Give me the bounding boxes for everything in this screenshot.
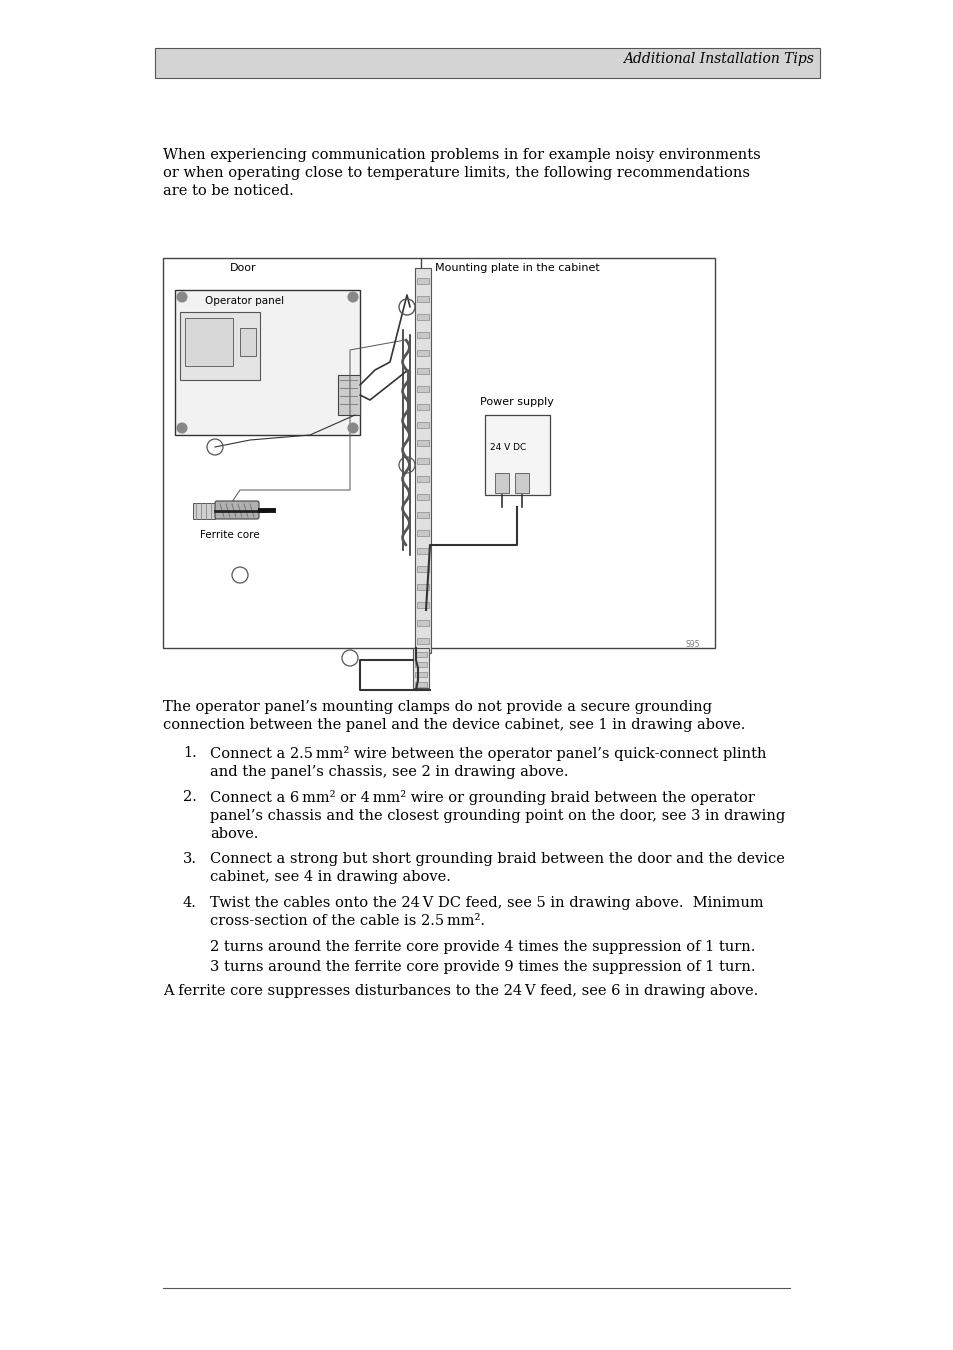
Bar <box>416 458 429 464</box>
Bar <box>416 585 429 590</box>
Bar <box>154 49 820 78</box>
FancyBboxPatch shape <box>214 501 258 518</box>
Bar <box>416 296 429 302</box>
Text: Ferrite core: Ferrite core <box>200 531 259 540</box>
Text: Mounting plate in the cabinet: Mounting plate in the cabinet <box>435 263 599 273</box>
Bar <box>416 602 429 608</box>
Bar <box>416 620 429 626</box>
Bar <box>484 414 550 495</box>
Bar <box>416 494 429 499</box>
Bar <box>416 423 429 428</box>
Text: Twist the cables onto the 24 V DC feed, see 5 in drawing above.  Minimum
cross-s: Twist the cables onto the 24 V DC feed, … <box>210 896 762 927</box>
Text: When experiencing communication problems in for example noisy environments
or wh: When experiencing communication problems… <box>163 148 760 197</box>
Bar <box>419 258 714 648</box>
Text: Connect a 2.5 mm² wire between the operator panel’s quick-connect plinth
and the: Connect a 2.5 mm² wire between the opera… <box>210 747 765 779</box>
Bar <box>416 440 429 446</box>
Bar <box>416 278 429 283</box>
Text: S95: S95 <box>685 640 700 649</box>
Bar <box>415 682 427 687</box>
Text: A ferrite core suppresses disturbances to the 24 V feed, see 6 in drawing above.: A ferrite core suppresses disturbances t… <box>163 984 758 998</box>
Bar <box>415 652 427 657</box>
Bar <box>416 404 429 410</box>
Circle shape <box>177 423 187 433</box>
Bar <box>180 312 260 379</box>
Bar <box>416 531 429 536</box>
Text: 3.: 3. <box>183 852 196 865</box>
Bar <box>416 315 429 320</box>
Text: 1.: 1. <box>183 747 196 760</box>
Bar <box>495 472 509 493</box>
Bar <box>413 648 429 688</box>
Circle shape <box>177 292 187 302</box>
Bar <box>193 504 214 518</box>
Bar <box>416 548 429 554</box>
Bar <box>174 290 359 435</box>
Bar <box>240 328 255 356</box>
Bar <box>515 472 529 493</box>
Text: Connect a strong but short grounding braid between the door and the device
cabin: Connect a strong but short grounding bra… <box>210 852 784 884</box>
Bar <box>415 662 427 667</box>
Circle shape <box>348 423 357 433</box>
Bar <box>415 672 427 676</box>
Circle shape <box>348 292 357 302</box>
Bar <box>163 258 420 648</box>
Bar <box>416 369 429 374</box>
Text: Connect a 6 mm² or 4 mm² wire or grounding braid between the operator
panel’s ch: Connect a 6 mm² or 4 mm² wire or groundi… <box>210 790 784 841</box>
Bar <box>416 639 429 644</box>
Bar <box>416 350 429 356</box>
Bar <box>416 566 429 572</box>
Bar <box>337 375 359 414</box>
Text: The operator panel’s mounting clamps do not provide a secure grounding
connectio: The operator panel’s mounting clamps do … <box>163 701 744 732</box>
Bar <box>416 332 429 338</box>
Bar <box>416 512 429 518</box>
Bar <box>185 319 233 366</box>
Text: Operator panel: Operator panel <box>205 296 284 306</box>
Text: Additional Installation Tips: Additional Installation Tips <box>622 53 813 66</box>
Bar <box>415 269 431 653</box>
Bar <box>416 386 429 391</box>
Bar <box>416 477 429 482</box>
Text: Power supply: Power supply <box>479 397 554 406</box>
Text: 24 V DC: 24 V DC <box>490 443 526 452</box>
Text: Door: Door <box>230 263 256 273</box>
Text: 2.: 2. <box>183 790 196 805</box>
Text: 3 turns around the ferrite core provide 9 times the suppression of 1 turn.: 3 turns around the ferrite core provide … <box>210 960 755 973</box>
Text: 2 turns around the ferrite core provide 4 times the suppression of 1 turn.: 2 turns around the ferrite core provide … <box>210 940 755 954</box>
Text: 4.: 4. <box>183 896 196 910</box>
